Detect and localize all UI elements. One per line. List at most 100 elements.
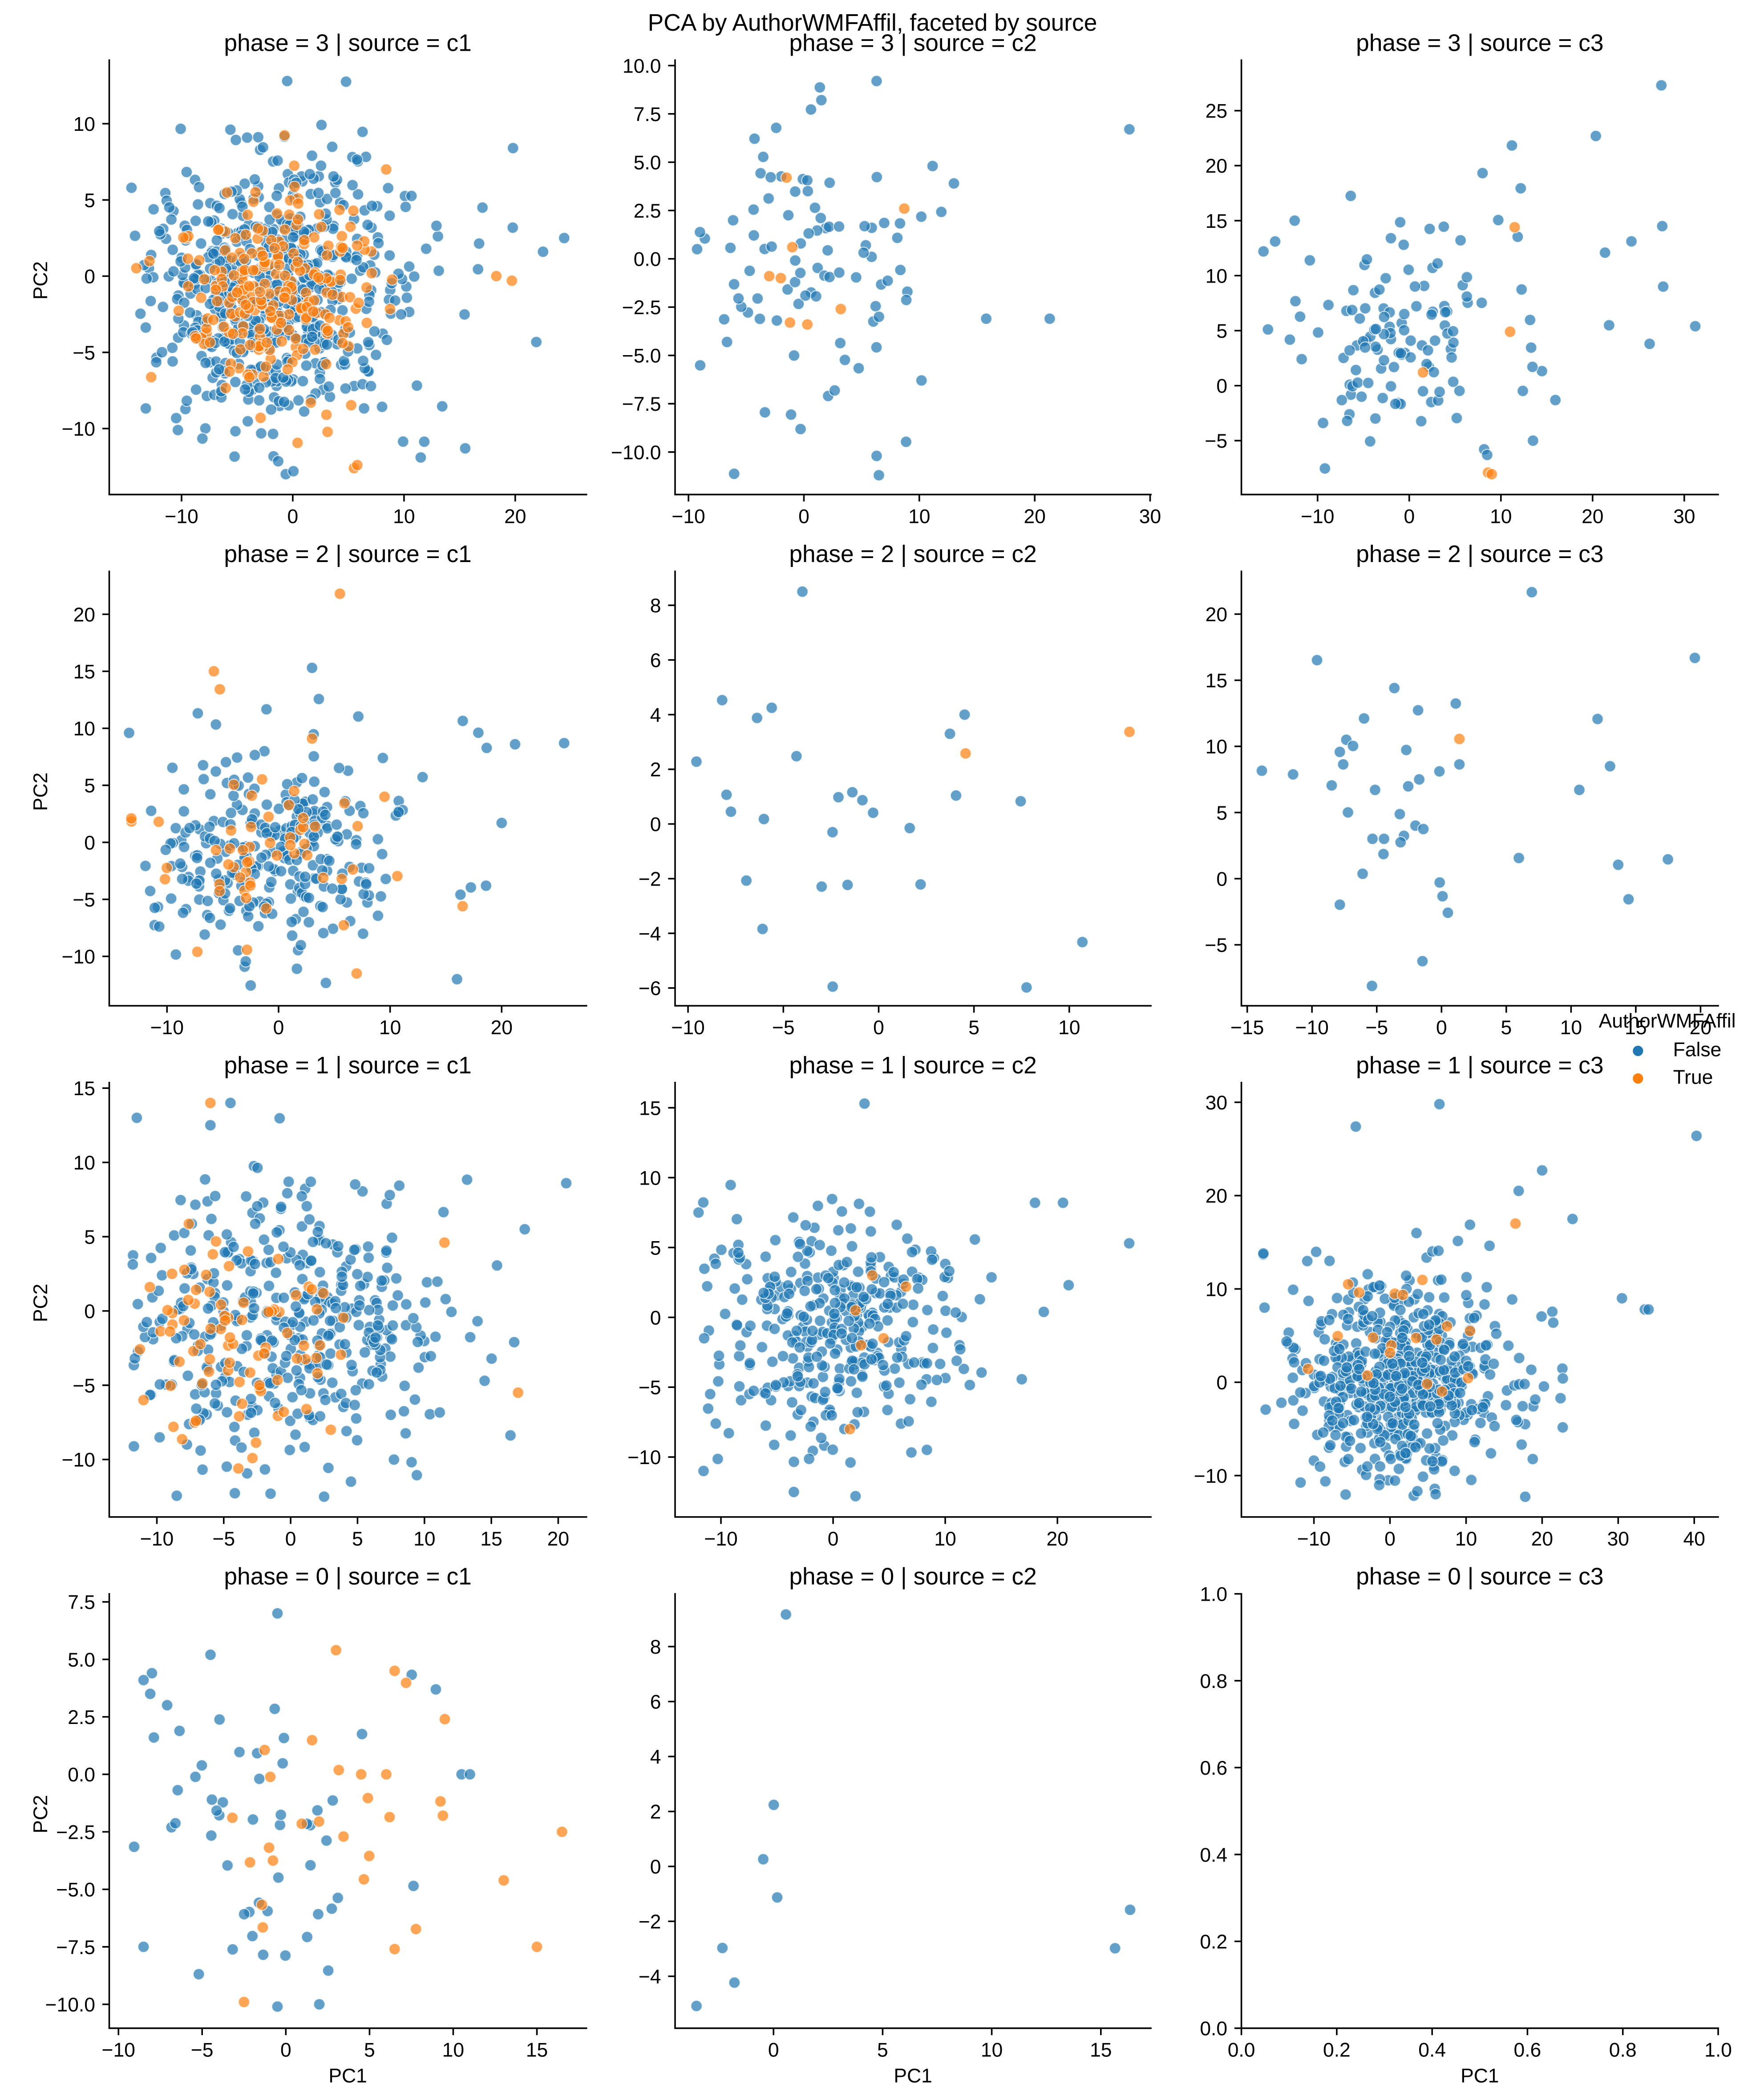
svg-text:−10: −10 — [1295, 1017, 1329, 1039]
svg-text:15: 15 — [526, 2039, 548, 2061]
svg-text:−5: −5 — [191, 2039, 214, 2061]
svg-text:PC2: PC2 — [30, 773, 52, 811]
svg-text:0: 0 — [768, 2039, 779, 2061]
svg-text:−10.0: −10.0 — [45, 1994, 95, 2016]
svg-text:10: 10 — [981, 2039, 1003, 2061]
svg-text:5.0: 5.0 — [634, 152, 661, 174]
svg-text:−5: −5 — [1205, 430, 1227, 452]
svg-text:10: 10 — [1206, 1279, 1227, 1300]
svg-text:−2.5: −2.5 — [622, 297, 661, 319]
svg-text:0: 0 — [287, 506, 299, 527]
svg-text:0: 0 — [1216, 1372, 1227, 1394]
svg-text:20: 20 — [504, 506, 526, 527]
svg-text:0: 0 — [280, 2039, 291, 2061]
svg-text:phase = 2 | source = c1: phase = 2 | source = c1 — [224, 541, 471, 567]
svg-text:25: 25 — [1206, 101, 1227, 122]
svg-text:0: 0 — [1404, 506, 1415, 527]
svg-text:0.2: 0.2 — [1323, 2039, 1351, 2061]
svg-text:−10: −10 — [627, 1447, 661, 1469]
svg-text:0.8: 0.8 — [1609, 2039, 1637, 2061]
svg-text:−2: −2 — [639, 869, 661, 890]
svg-text:15: 15 — [1625, 1017, 1647, 1039]
svg-text:0: 0 — [798, 506, 809, 527]
svg-text:−7.5: −7.5 — [622, 393, 661, 415]
svg-text:5: 5 — [968, 1017, 979, 1039]
svg-text:−4: −4 — [639, 923, 661, 945]
svg-text:PC1: PC1 — [328, 2065, 367, 2087]
svg-text:PC2: PC2 — [30, 1795, 52, 1833]
svg-text:20: 20 — [1531, 1528, 1553, 1550]
svg-text:20: 20 — [73, 604, 95, 626]
svg-text:20: 20 — [1206, 155, 1227, 177]
svg-text:PC2: PC2 — [30, 1284, 52, 1322]
svg-text:−4: −4 — [639, 1966, 661, 1988]
svg-text:0: 0 — [84, 266, 95, 288]
svg-text:0: 0 — [650, 814, 661, 836]
svg-text:phase = 0 | source = c2: phase = 0 | source = c2 — [789, 1564, 1036, 1590]
svg-text:10: 10 — [442, 2039, 464, 2061]
svg-text:5: 5 — [364, 2039, 375, 2061]
svg-text:5: 5 — [84, 1226, 95, 1248]
svg-text:20: 20 — [1024, 506, 1045, 527]
svg-text:−5: −5 — [1205, 935, 1227, 956]
svg-text:0.4: 0.4 — [1200, 1844, 1227, 1866]
svg-text:7.5: 7.5 — [68, 1592, 95, 1614]
svg-text:PC1: PC1 — [1461, 2065, 1499, 2087]
svg-text:0: 0 — [1216, 869, 1227, 890]
svg-text:phase = 2 | source = c3: phase = 2 | source = c3 — [1356, 541, 1603, 567]
svg-text:2: 2 — [650, 759, 661, 781]
svg-text:−10: −10 — [1301, 506, 1334, 527]
svg-text:1.0: 1.0 — [1704, 2039, 1732, 2061]
svg-text:0: 0 — [650, 1856, 661, 1878]
svg-text:10: 10 — [1560, 1017, 1582, 1039]
svg-text:0.8: 0.8 — [1200, 1671, 1227, 1692]
svg-text:−5.0: −5.0 — [56, 1879, 95, 1901]
svg-text:−10: −10 — [1194, 1465, 1227, 1487]
svg-text:5: 5 — [84, 775, 95, 797]
svg-text:−10: −10 — [165, 506, 198, 527]
svg-text:−10: −10 — [62, 418, 95, 440]
svg-text:10: 10 — [379, 1017, 401, 1039]
svg-text:0.0: 0.0 — [1200, 2018, 1227, 2040]
svg-text:phase = 3 | source = c2: phase = 3 | source = c2 — [789, 30, 1036, 56]
svg-text:−5.0: −5.0 — [622, 345, 661, 367]
svg-text:20: 20 — [1206, 1186, 1227, 1207]
svg-text:10: 10 — [1455, 1528, 1477, 1550]
svg-text:6: 6 — [650, 1691, 661, 1713]
svg-text:0: 0 — [1216, 376, 1227, 397]
svg-text:15: 15 — [1090, 2039, 1112, 2061]
svg-text:2: 2 — [650, 1801, 661, 1823]
svg-text:10: 10 — [1206, 736, 1227, 758]
svg-text:10: 10 — [1058, 1017, 1080, 1039]
svg-text:10: 10 — [1206, 265, 1227, 287]
svg-text:0: 0 — [273, 1017, 284, 1039]
svg-text:5: 5 — [1216, 802, 1227, 824]
svg-text:−2: −2 — [639, 1911, 661, 1933]
svg-text:True: True — [1673, 1066, 1713, 1088]
svg-text:−10: −10 — [102, 2039, 135, 2061]
svg-text:phase = 0 | source = c1: phase = 0 | source = c1 — [224, 1564, 471, 1590]
svg-text:30: 30 — [1607, 1528, 1629, 1550]
svg-text:1.0: 1.0 — [1200, 1584, 1227, 1606]
svg-text:0.2: 0.2 — [1200, 1931, 1227, 1953]
svg-text:5: 5 — [877, 2039, 888, 2061]
svg-text:0: 0 — [650, 1307, 661, 1329]
svg-text:−10.0: −10.0 — [611, 442, 661, 464]
svg-text:0.6: 0.6 — [1200, 1757, 1227, 1779]
svg-text:20: 20 — [1690, 1017, 1711, 1039]
svg-text:−10: −10 — [62, 1449, 95, 1471]
svg-text:5: 5 — [1216, 320, 1227, 342]
svg-text:phase = 2 | source = c2: phase = 2 | source = c2 — [789, 541, 1036, 567]
svg-text:0.0: 0.0 — [68, 1764, 95, 1786]
svg-text:−10: −10 — [672, 506, 705, 527]
svg-text:30: 30 — [1206, 1092, 1227, 1114]
svg-text:0: 0 — [84, 832, 95, 854]
svg-text:0.6: 0.6 — [1514, 2039, 1542, 2061]
svg-text:PCA by AuthorWMFAffil, faceted: PCA by AuthorWMFAffil, faceted by source — [648, 10, 1097, 36]
svg-text:0.0: 0.0 — [634, 249, 661, 271]
svg-text:20: 20 — [1046, 1528, 1068, 1550]
svg-text:phase = 3 | source = c1: phase = 3 | source = c1 — [224, 30, 471, 56]
svg-text:4: 4 — [650, 1746, 661, 1768]
svg-text:20: 20 — [547, 1528, 569, 1550]
svg-text:phase = 1 | source = c1: phase = 1 | source = c1 — [224, 1052, 471, 1079]
